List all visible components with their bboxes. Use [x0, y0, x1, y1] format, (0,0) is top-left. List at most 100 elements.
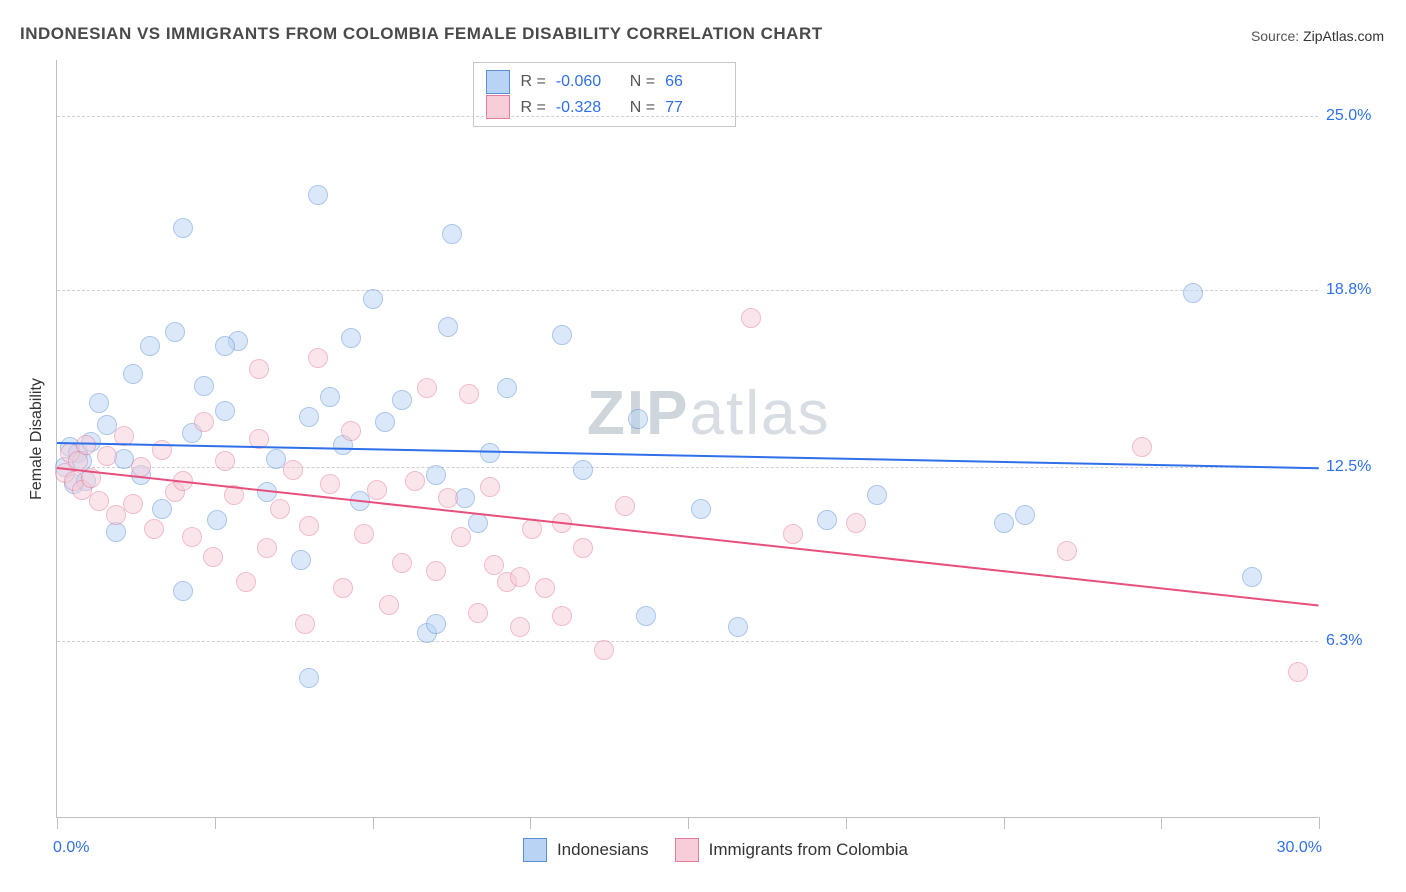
data-point	[392, 553, 412, 573]
y-axis-title: Female Disability	[28, 378, 46, 500]
data-point	[468, 603, 488, 623]
data-point	[341, 328, 361, 348]
data-point	[203, 547, 223, 567]
data-point	[354, 524, 374, 544]
gridline	[57, 467, 1318, 468]
data-point	[1288, 662, 1308, 682]
data-point	[451, 527, 471, 547]
data-point	[249, 359, 269, 379]
trend-line	[57, 442, 1319, 469]
data-point	[691, 499, 711, 519]
watermark: ZIPatlas	[587, 378, 830, 449]
data-point	[480, 477, 500, 497]
data-point	[236, 572, 256, 592]
data-point	[994, 513, 1014, 533]
data-point	[367, 480, 387, 500]
data-point	[173, 218, 193, 238]
data-point	[182, 527, 202, 547]
series-legend: IndonesiansImmigrants from Colombia	[523, 838, 908, 862]
x-tick	[57, 817, 58, 829]
data-point	[1015, 505, 1035, 525]
plot-area: ZIPatlas R =-0.060N =66R =-0.328N =77 6.…	[56, 60, 1318, 818]
x-tick	[1004, 817, 1005, 829]
data-point	[341, 421, 361, 441]
x-tick	[1161, 817, 1162, 829]
data-point	[535, 578, 555, 598]
data-point	[194, 412, 214, 432]
data-point	[333, 578, 353, 598]
data-point	[89, 393, 109, 413]
gridline	[57, 116, 1318, 117]
data-point	[295, 614, 315, 634]
data-point	[215, 451, 235, 471]
data-point	[573, 538, 593, 558]
data-point	[140, 336, 160, 356]
data-point	[594, 640, 614, 660]
data-point	[194, 376, 214, 396]
data-point	[459, 384, 479, 404]
watermark-rest: atlas	[689, 379, 830, 448]
source-credit: Source: ZipAtlas.com	[1251, 28, 1384, 44]
gridline	[57, 290, 1318, 291]
data-point	[123, 494, 143, 514]
data-point	[442, 224, 462, 244]
legend-n-value: 66	[665, 69, 723, 95]
data-point	[522, 519, 542, 539]
x-tick	[688, 817, 689, 829]
data-point	[379, 595, 399, 615]
data-point	[497, 378, 517, 398]
gridline	[57, 641, 1318, 642]
y-tick-label: 6.3%	[1326, 632, 1388, 650]
data-point	[438, 488, 458, 508]
data-point	[392, 390, 412, 410]
data-point	[123, 364, 143, 384]
data-point	[783, 524, 803, 544]
data-point	[299, 668, 319, 688]
data-point	[1132, 437, 1152, 457]
x-tick	[846, 817, 847, 829]
data-point	[741, 308, 761, 328]
data-point	[426, 465, 446, 485]
data-point	[1057, 541, 1077, 561]
data-point	[173, 581, 193, 601]
data-point	[375, 412, 395, 432]
data-point	[1183, 283, 1203, 303]
data-point	[405, 471, 425, 491]
data-point	[1242, 567, 1262, 587]
legend-item: Immigrants from Colombia	[675, 838, 908, 862]
data-point	[552, 606, 572, 626]
chart-title: INDONESIAN VS IMMIGRANTS FROM COLOMBIA F…	[20, 24, 823, 44]
data-point	[363, 289, 383, 309]
data-point	[846, 513, 866, 533]
legend-swatch	[523, 838, 547, 862]
data-point	[144, 519, 164, 539]
data-point	[215, 401, 235, 421]
y-tick-label: 25.0%	[1326, 107, 1388, 125]
x-tick	[215, 817, 216, 829]
correlation-legend: R =-0.060N =66R =-0.328N =77	[473, 62, 736, 127]
data-point	[131, 457, 151, 477]
data-point	[97, 446, 117, 466]
x-tick	[530, 817, 531, 829]
data-point	[728, 617, 748, 637]
y-tick-label: 18.8%	[1326, 281, 1388, 299]
data-point	[299, 516, 319, 536]
data-point	[468, 513, 488, 533]
data-point	[299, 407, 319, 427]
legend-r-value: -0.060	[556, 69, 614, 95]
data-point	[438, 317, 458, 337]
data-point	[552, 325, 572, 345]
data-point	[257, 538, 277, 558]
legend-swatch	[675, 838, 699, 862]
data-point	[89, 491, 109, 511]
legend-row: R =-0.060N =66	[486, 69, 723, 95]
data-point	[867, 485, 887, 505]
data-point	[615, 496, 635, 516]
data-point	[426, 561, 446, 581]
data-point	[320, 387, 340, 407]
data-point	[817, 510, 837, 530]
legend-swatch	[486, 70, 510, 94]
data-point	[628, 409, 648, 429]
source-site: ZipAtlas.com	[1303, 28, 1384, 44]
data-point	[165, 322, 185, 342]
